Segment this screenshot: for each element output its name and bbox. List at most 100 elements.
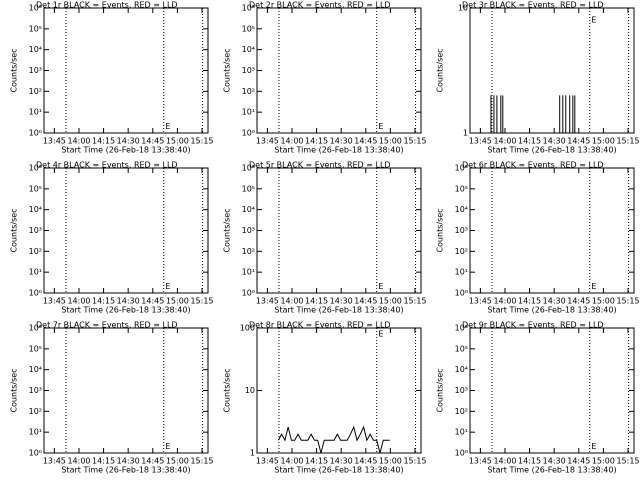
x-tick-label: 15:15 [616,297,639,306]
x-tick-label: 14:45 [354,457,377,466]
data-line [277,425,390,454]
x-axis-title: Start Time (26-Feb-18 13:38:40) [274,306,403,315]
x-tick-label: 14:45 [141,297,164,306]
x-axis-title: Start Time (26-Feb-18 13:38:40) [61,466,190,475]
panel: Det 5r BLACK = Events, RED = LLD 10⁰ 10¹ 10… [223,161,427,315]
x-tick-label: 14:00 [493,457,516,466]
annotation: E [591,282,596,291]
panel-title: Det 3r BLACK = Events, RED = LLD [462,1,604,10]
x-tick-label: 15:00 [592,297,615,306]
y-tick-label: 10³ [455,386,468,395]
y-tick-label: 10¹ [29,268,42,277]
x-tick-label: 14:45 [141,137,164,146]
y-tick-label: 10³ [29,386,42,395]
panel: Det 6r BLACK = Events, RED = LLD 10⁰ 10¹ 10… [436,161,640,315]
y-tick-label: 10³ [29,226,42,235]
y-axis-title: Counts/sec [436,208,445,252]
y-tick-label: 10⁴ [29,45,42,54]
y-tick-label: 10³ [242,226,255,235]
panel: Det 1r BLACK = Events, RED = LLD 10⁰ 10¹ 10… [10,1,214,155]
y-tick-label: 1 [463,129,468,138]
x-tick-label: 15:15 [616,457,639,466]
x-tick-label: 15:00 [592,137,615,146]
y-axis-title: Counts/sec [223,208,232,252]
y-tick-label: 10¹ [29,428,42,437]
y-axis-title: Counts/sec [223,48,232,92]
panel-title: Det 2r BLACK = Events, RED = LLD [249,1,391,10]
panel: Det 9r BLACK = Events, RED = LLD 10⁰ 10¹ 10… [436,321,640,475]
x-tick-label: 14:00 [280,297,303,306]
y-tick-label: 10⁵ [455,184,468,193]
x-tick-label: 14:30 [543,457,566,466]
y-tick-label: 10⁶ [29,4,42,13]
x-tick-label: 14:00 [493,297,516,306]
x-axis-title: Start Time (26-Feb-18 13:38:40) [274,466,403,475]
x-axis-title: Start Time (26-Feb-18 13:38:40) [61,146,190,155]
panel: Det 7r BLACK = Events, RED = LLD 10⁰ 10¹ 10… [10,321,214,475]
y-tick-label: 10⁶ [242,4,255,13]
x-tick-label: 15:15 [190,457,213,466]
panel-title: Det 9r BLACK = Events, RED = LLD [462,321,604,330]
x-tick-label: 14:00 [493,137,516,146]
annotation: E [378,122,383,131]
axes-box [469,167,635,294]
axes-box [469,7,635,134]
axes-box [43,7,209,134]
y-tick-label: 10⁰ [455,449,468,458]
x-tick-label: 14:15 [92,137,115,146]
x-axis-title: Start Time (26-Feb-18 13:38:40) [61,306,190,315]
x-axis-title: Start Time (26-Feb-18 13:38:40) [487,466,616,475]
y-tick-label: 10⁶ [29,164,42,173]
axes-box [469,327,635,454]
y-tick-label: 10 [458,4,468,13]
y-tick-label: 10¹ [29,108,42,117]
y-tick-label: 10⁴ [242,205,255,214]
annotation: E [591,442,596,451]
x-tick-label: 14:00 [67,137,90,146]
x-tick-label: 15:15 [190,137,213,146]
y-axis-title: Counts/sec [223,368,232,412]
x-tick-label: 13:45 [469,457,492,466]
x-tick-label: 14:45 [567,137,590,146]
y-tick-label: 10² [29,247,42,256]
panel: Det 2r BLACK = Events, RED = LLD 10⁰ 10¹ 10… [223,1,427,155]
x-tick-label: 15:15 [403,457,426,466]
y-tick-label: 10³ [242,66,255,75]
x-tick-label: 14:45 [567,297,590,306]
axes-box [256,167,422,294]
y-axis-title: Counts/sec [10,48,19,92]
x-tick-label: 13:45 [43,297,66,306]
panel-title: Det 1r BLACK = Events, RED = LLD [36,1,178,10]
x-tick-label: 14:15 [305,137,328,146]
x-axis-title: Start Time (26-Feb-18 13:38:40) [487,306,616,315]
panel: Det 3r BLACK = Events, RED = LLD 1 10 13:45… [436,1,640,155]
y-axis-title: Counts/sec [10,208,19,252]
y-axis-title: Counts/sec [10,368,19,412]
y-axis-title: Counts/sec [436,48,445,92]
y-tick-label: 10³ [29,66,42,75]
panel-title: Det 8r BLACK = Events, RED = LLD [249,321,391,330]
x-tick-label: 13:45 [469,297,492,306]
annotation: E [591,16,596,25]
x-tick-label: 14:00 [67,457,90,466]
x-tick-label: 14:30 [117,137,140,146]
x-tick-label: 14:30 [117,457,140,466]
axes-box [256,7,422,134]
x-tick-label: 15:15 [403,137,426,146]
x-tick-label: 14:15 [92,457,115,466]
x-tick-label: 14:30 [543,297,566,306]
x-tick-label: 14:00 [67,297,90,306]
x-tick-label: 14:15 [518,457,541,466]
x-tick-label: 14:15 [518,297,541,306]
x-tick-label: 15:00 [166,457,189,466]
x-tick-label: 15:00 [379,457,402,466]
y-tick-label: 10⁰ [29,449,42,458]
x-tick-label: 15:00 [379,297,402,306]
y-tick-label: 10⁴ [29,365,42,374]
y-tick-label: 10⁰ [29,129,42,138]
x-tick-label: 14:45 [567,457,590,466]
y-tick-label: 100 [240,324,255,333]
y-tick-label: 10⁰ [29,289,42,298]
y-tick-label: 10¹ [242,268,255,277]
